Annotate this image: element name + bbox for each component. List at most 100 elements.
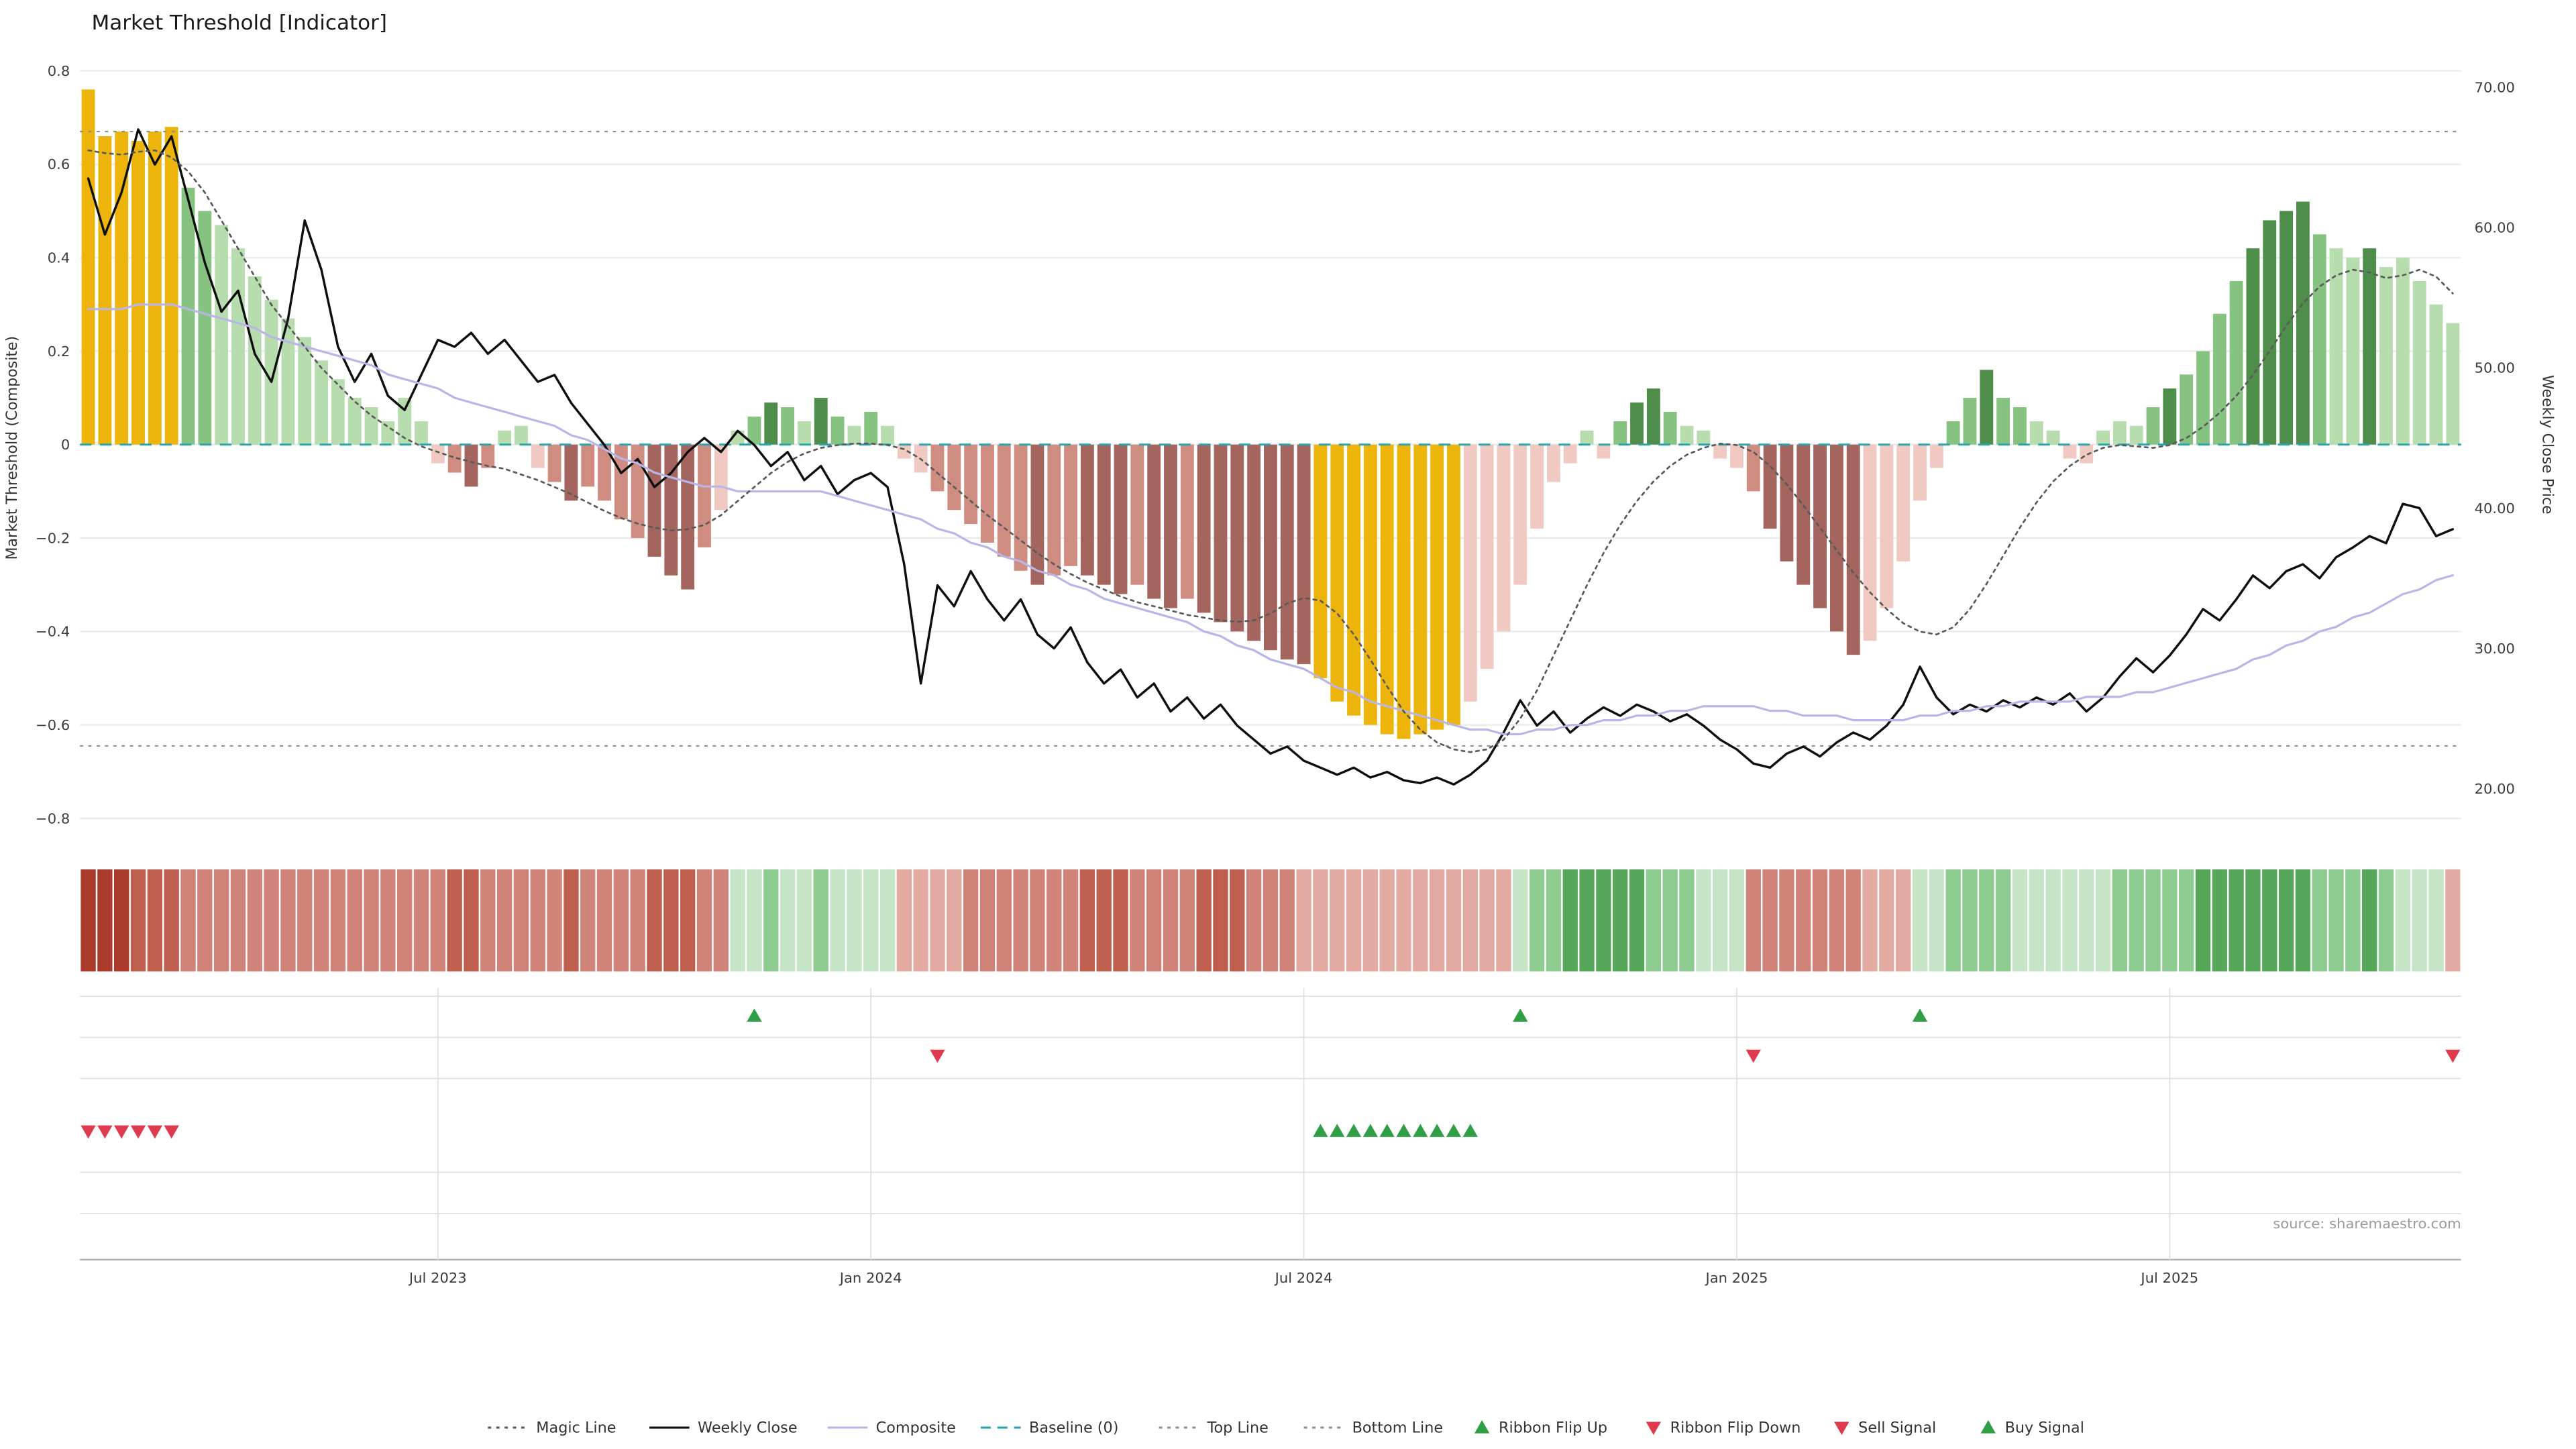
ribbon-stripe — [480, 869, 496, 972]
legend-item-ribbon-flip-down[interactable]: Ribbon Flip Down — [1646, 1419, 1801, 1437]
threshold-bar — [2312, 234, 2326, 445]
ribbon-stripe — [2195, 869, 2211, 972]
ribbon-stripe — [796, 869, 812, 972]
ribbon-stripe — [2362, 869, 2377, 972]
threshold-bar — [231, 248, 245, 445]
ribbon-stripe — [2145, 869, 2161, 972]
threshold-bar — [1697, 430, 1711, 445]
legend-item-bottom-line[interactable]: Bottom Line — [1303, 1419, 1444, 1437]
threshold-bar — [1546, 444, 1560, 482]
threshold-bar — [2212, 313, 2226, 445]
threshold-bar — [1430, 444, 1444, 730]
threshold-bar — [2013, 407, 2027, 445]
ribbon-stripe — [813, 869, 828, 972]
threshold-bar — [1264, 444, 1277, 651]
threshold-bar — [1846, 444, 1860, 655]
threshold-bar — [1347, 444, 1360, 716]
buy-signal-marker — [1346, 1124, 1362, 1137]
threshold-bar — [2180, 374, 2194, 445]
magic-line — [87, 149, 2454, 753]
ribbon-stripe — [230, 869, 246, 972]
threshold-bar — [2029, 421, 2043, 445]
threshold-bar — [1413, 444, 1428, 735]
buy-signal-marker — [1396, 1124, 1411, 1137]
chart-title: Market Threshold [Indicator] — [92, 11, 387, 35]
x-tick-label: Jan 2024 — [839, 1270, 902, 1286]
threshold-bar — [2396, 258, 2410, 445]
buy-signal-marker — [1362, 1124, 1379, 1137]
threshold-bar — [631, 444, 645, 539]
legend-item-buy-signal[interactable]: Buy Signal — [1980, 1419, 2084, 1437]
ribbon-stripe — [1579, 869, 1595, 972]
threshold-bar — [1980, 370, 1994, 445]
ribbon-stripe — [1296, 869, 1311, 972]
legend-item-top-line[interactable]: Top Line — [1159, 1419, 1269, 1437]
legend-item-ribbon-flip-up[interactable]: Ribbon Flip Up — [1474, 1419, 1607, 1437]
ribbon-stripe — [1662, 869, 1678, 972]
ribbon-stripe — [330, 869, 346, 972]
ribbon-stripe — [347, 869, 362, 972]
ribbon-stripe — [1829, 869, 1845, 972]
ribbon-stripe — [2045, 869, 2061, 972]
ribbon-stripe — [1729, 869, 1745, 972]
ribbon-stripe — [530, 869, 545, 972]
legend-item-composite[interactable]: Composite — [827, 1419, 956, 1437]
ribbon-stripe — [1130, 869, 1145, 972]
threshold-bar — [164, 127, 178, 445]
threshold-bar — [1330, 444, 1344, 702]
threshold-bar — [2263, 220, 2277, 445]
ribbon-stripe — [413, 869, 429, 972]
threshold-bar — [281, 318, 295, 445]
ribbon-stripe — [747, 869, 762, 972]
ribbon-stripe — [830, 869, 845, 972]
threshold-bar — [1929, 444, 1943, 468]
buy-signal-marker — [1446, 1124, 1462, 1137]
legend: Magic Line Weekly Close Composite Baseline … — [488, 1419, 2084, 1437]
ribbon-stripe — [647, 869, 662, 972]
threshold-bar — [2163, 388, 2177, 445]
threshold-bar — [681, 444, 695, 590]
threshold-bar — [248, 276, 262, 445]
ribbon-stripe — [1163, 869, 1179, 972]
legend-item-magic-line[interactable]: Magic Line — [488, 1419, 616, 1437]
threshold-bar — [830, 416, 845, 445]
ribbon-stripe — [447, 869, 462, 972]
threshold-bar — [2346, 258, 2360, 445]
ribbon-stripe — [1929, 869, 1944, 972]
ribbon-stripe — [80, 869, 96, 972]
threshold-bar — [1796, 444, 1811, 585]
threshold-bar — [2329, 248, 2343, 445]
threshold-bar — [1230, 444, 1244, 632]
ribbon-stripe — [464, 869, 479, 972]
threshold-bar — [1597, 444, 1611, 459]
left-tick-label: −0.2 — [36, 530, 70, 546]
legend-item-weekly-close[interactable]: Weekly Close — [649, 1419, 798, 1437]
threshold-bar — [814, 398, 828, 445]
ribbon-stripe — [2428, 869, 2444, 972]
buy-signal-marker — [1379, 1124, 1395, 1137]
legend-item-sell-signal[interactable]: Sell Signal — [1834, 1419, 1936, 1437]
x-tick-label: Jan 2025 — [1705, 1270, 1768, 1286]
threshold-bar — [1996, 398, 2010, 445]
threshold-bar — [364, 407, 378, 445]
ribbon-stripe — [1213, 869, 1228, 972]
buy-signal-marker — [1330, 1124, 1345, 1137]
threshold-bar — [347, 398, 362, 445]
threshold-bar — [515, 425, 528, 445]
legend-label: Baseline (0) — [1029, 1419, 1118, 1437]
threshold-bar — [1763, 444, 1777, 529]
legend-item-baseline-0[interactable]: Baseline (0) — [981, 1419, 1118, 1437]
ribbon-stripe — [2295, 869, 2311, 972]
threshold-bar — [1463, 444, 1477, 702]
threshold-bar — [2296, 201, 2310, 445]
ribbon-stripe — [1529, 869, 1545, 972]
threshold-bar — [2080, 444, 2094, 464]
threshold-bar — [1663, 411, 1677, 445]
threshold-bar — [215, 225, 229, 445]
ribbon-stripe — [2012, 869, 2028, 972]
threshold-bar — [1896, 444, 1911, 561]
left-tick-label: 0.2 — [48, 343, 70, 360]
threshold-bar — [864, 411, 878, 445]
threshold-bar — [1613, 421, 1627, 445]
